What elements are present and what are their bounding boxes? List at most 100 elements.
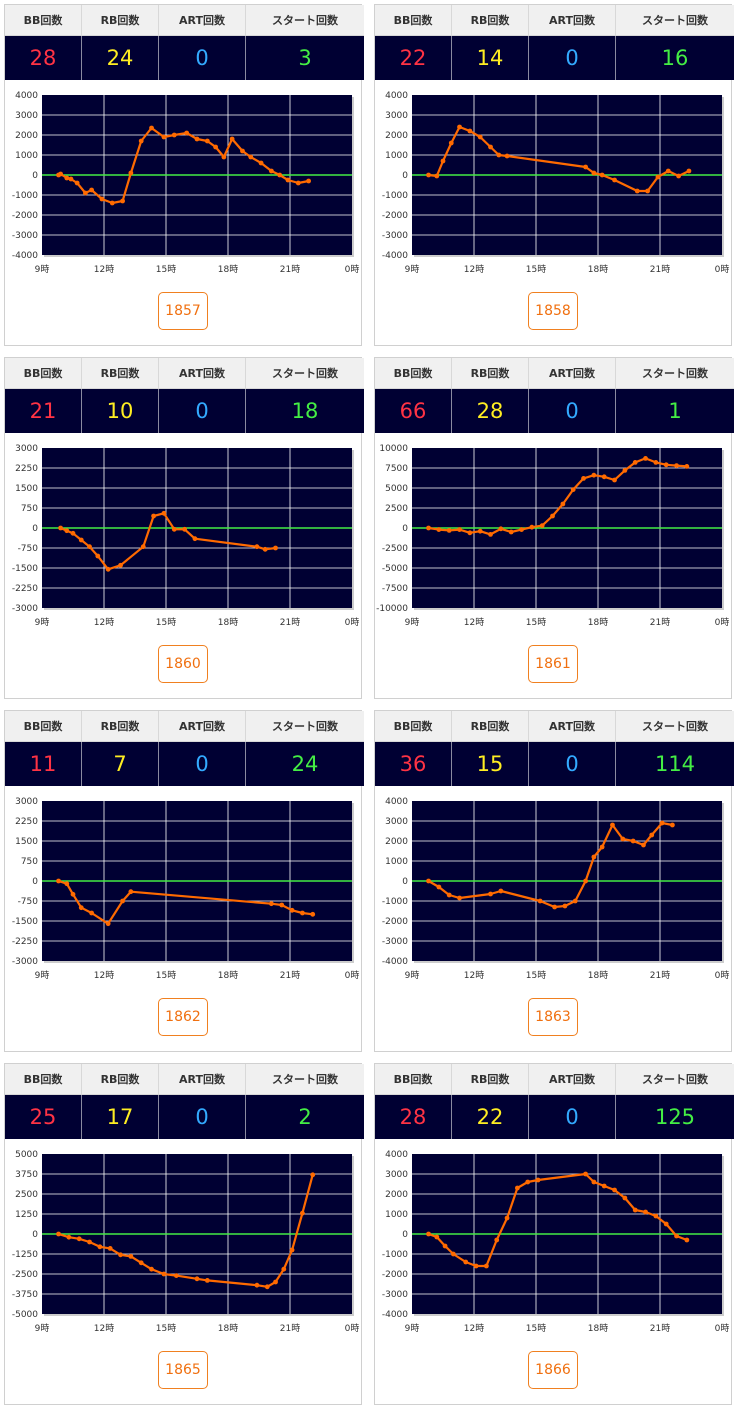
- y-tick-label: 4000: [385, 91, 408, 101]
- y-tick-label: 2000: [385, 1190, 408, 1200]
- data-point: [457, 527, 462, 532]
- y-tick-label: -750: [18, 897, 39, 907]
- y-tick-label: -1000: [382, 191, 408, 201]
- bb-header: BB回数: [5, 358, 82, 389]
- data-point: [221, 154, 227, 160]
- x-tick-label: 15時: [526, 970, 546, 981]
- data-point: [436, 527, 442, 532]
- balance-line: [428, 125, 690, 193]
- data-point: [171, 526, 177, 532]
- bb-header: BB回数: [5, 1064, 82, 1095]
- data-point: [643, 456, 648, 461]
- y-tick-label: -3000: [12, 231, 38, 241]
- x-tick-label: 12時: [94, 970, 114, 981]
- machine-number-button[interactable]: 1860: [158, 645, 208, 683]
- y-tick-label: 0: [32, 171, 38, 181]
- stats-table: BB回数 RB回数 ART回数 スタート回数 66 28 0 1: [375, 358, 734, 433]
- data-point: [140, 544, 146, 550]
- y-tick-label: 2000: [15, 131, 38, 141]
- x-tick-label: 12時: [94, 1323, 114, 1334]
- art-count: 0: [528, 1094, 616, 1139]
- rb-header: RB回数: [451, 711, 529, 742]
- data-point: [645, 188, 650, 194]
- machine-number-button[interactable]: 1861: [528, 645, 578, 683]
- data-point: [684, 464, 690, 469]
- data-point: [599, 844, 605, 850]
- y-tick-label: -1500: [12, 564, 38, 574]
- y-tick-label: -2000: [12, 211, 38, 221]
- machine-number-button[interactable]: 1865: [158, 1351, 208, 1389]
- y-tick-label: -3000: [382, 231, 408, 241]
- data-point: [213, 144, 219, 150]
- rb-count: 17: [81, 1094, 159, 1139]
- bb-count: 28: [375, 1094, 452, 1139]
- data-point: [56, 878, 61, 884]
- machine-number-button[interactable]: 1858: [528, 292, 578, 330]
- data-point: [70, 530, 76, 536]
- bb-count: 11: [5, 741, 82, 786]
- data-point: [684, 1237, 690, 1243]
- data-point: [161, 510, 167, 516]
- bb-count: 28: [5, 35, 82, 80]
- rb-count: 28: [451, 388, 529, 433]
- data-point: [64, 175, 70, 181]
- data-point: [254, 544, 260, 550]
- machine-number-button[interactable]: 1863: [528, 998, 578, 1036]
- y-tick-label: 0: [402, 1230, 408, 1240]
- y-tick-label: -7500: [382, 584, 408, 594]
- balance-chart: 4000 3000 2000 1000 0 -1000 -2000 -3000 -4000 9時 1…: [12, 91, 360, 275]
- data-point: [426, 172, 431, 178]
- data-point: [149, 1266, 154, 1272]
- start-count: 16: [615, 35, 734, 80]
- data-point: [285, 177, 291, 183]
- data-point: [591, 854, 597, 860]
- y-tick-label: 2250: [15, 464, 38, 474]
- data-point: [467, 128, 473, 134]
- start-count: 114: [615, 741, 734, 786]
- data-point: [78, 537, 84, 543]
- data-point: [508, 529, 514, 535]
- data-point: [663, 462, 669, 468]
- data-point: [450, 1251, 456, 1257]
- data-point: [279, 902, 285, 908]
- balance-chart: 4000 3000 2000 1000 0 -1000 -2000 -3000 -4000 9時 1…: [382, 797, 730, 981]
- x-tick-label: 18時: [218, 1323, 238, 1334]
- y-tick-label: -4000: [382, 1310, 408, 1320]
- y-tick-label: -1000: [382, 1250, 408, 1260]
- art-count: 0: [528, 35, 616, 80]
- start-count: 125: [615, 1094, 734, 1139]
- y-tick-label: 0: [402, 171, 408, 181]
- y-tick-label: -1000: [12, 191, 38, 201]
- start-header: スタート回数: [245, 1064, 364, 1095]
- y-tick-label: 3000: [385, 1170, 408, 1180]
- data-point: [612, 1187, 617, 1193]
- data-point: [128, 889, 134, 895]
- x-tick-label: 12時: [464, 264, 484, 275]
- data-point: [128, 1254, 134, 1259]
- y-tick-label: -3000: [382, 937, 408, 947]
- rb-header: RB回数: [451, 5, 529, 36]
- data-point: [643, 1209, 648, 1215]
- data-point: [591, 1179, 597, 1185]
- machine-number-button[interactable]: 1866: [528, 1351, 578, 1389]
- y-tick-label: 2500: [385, 504, 408, 514]
- data-point: [599, 172, 605, 178]
- y-tick-label: 1000: [385, 857, 408, 867]
- bb-header: BB回数: [375, 711, 452, 742]
- data-point: [173, 1273, 179, 1278]
- bb-count: 36: [375, 741, 452, 786]
- data-point: [269, 901, 274, 907]
- y-tick-label: -1000: [382, 897, 408, 907]
- data-point: [583, 1171, 588, 1177]
- machine-number-button[interactable]: 1862: [158, 998, 208, 1036]
- y-tick-label: -10000: [376, 604, 408, 614]
- start-header: スタート回数: [615, 358, 734, 389]
- y-tick-label: 1500: [15, 484, 38, 494]
- data-point: [161, 134, 167, 140]
- machine-number-button[interactable]: 1857: [158, 292, 208, 330]
- stats-table: BB回数 RB回数 ART回数 スタート回数 28 22 0 125: [375, 1064, 734, 1139]
- y-tick-label: -4000: [382, 957, 408, 967]
- data-point: [95, 553, 101, 559]
- data-point: [289, 1247, 295, 1253]
- y-tick-label: -2500: [12, 1270, 38, 1280]
